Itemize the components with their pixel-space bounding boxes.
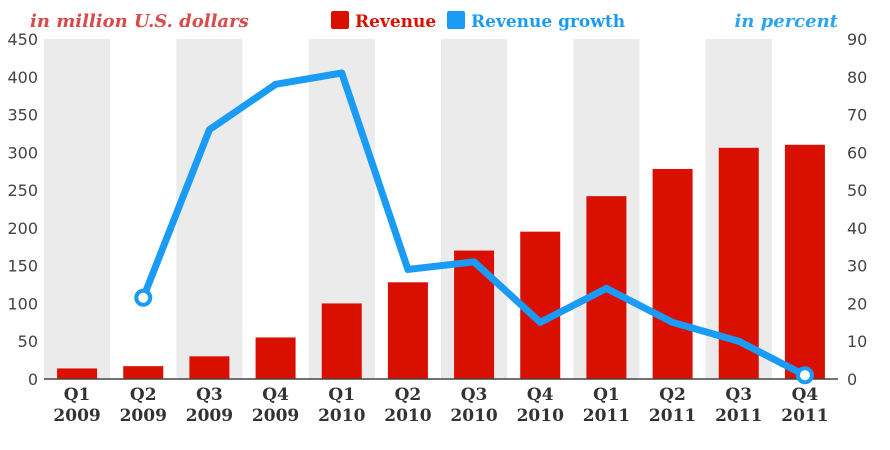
x-axis-tick-quarter: Q3 bbox=[725, 385, 752, 405]
left-axis-tick: 100 bbox=[7, 294, 38, 313]
revenue-bars bbox=[57, 144, 825, 379]
x-axis-tick-quarter: Q2 bbox=[395, 385, 422, 405]
x-axis-tick-year: 2011 bbox=[715, 406, 762, 426]
growth-point bbox=[602, 284, 610, 292]
right-axis-tick: 80 bbox=[847, 68, 867, 87]
left-axis-tick: 450 bbox=[7, 30, 38, 49]
x-axis-tick-year: 2011 bbox=[781, 406, 828, 426]
x-axis-tick-year: 2009 bbox=[252, 406, 299, 426]
growth-point bbox=[669, 318, 677, 326]
left-axis-tick: 300 bbox=[7, 143, 38, 162]
x-axis-tick-quarter: Q3 bbox=[196, 385, 223, 405]
legend-growth-swatch bbox=[447, 11, 465, 29]
x-axis-tick-year: 2009 bbox=[186, 406, 233, 426]
growth-point bbox=[404, 265, 412, 273]
x-axis-tick-year: 2010 bbox=[318, 406, 365, 426]
x-axis-tick-quarter: Q3 bbox=[461, 385, 488, 405]
x-axis-tick-year: 2010 bbox=[384, 406, 431, 426]
revenue-bar bbox=[57, 368, 98, 379]
x-axis-tick-quarter: Q2 bbox=[659, 385, 686, 405]
revenue-bar bbox=[255, 337, 296, 379]
left-axis-tick: 250 bbox=[7, 181, 38, 200]
revenue-bar bbox=[123, 366, 164, 379]
right-axis-tick: 10 bbox=[847, 332, 867, 351]
right-axis-tick: 70 bbox=[847, 106, 867, 125]
left-axis-tick: 150 bbox=[7, 257, 38, 276]
revenue-bar bbox=[189, 356, 230, 379]
growth-point bbox=[735, 337, 743, 345]
legend: Revenue Revenue growth bbox=[331, 11, 625, 32]
revenue-bar bbox=[652, 168, 693, 379]
growth-line bbox=[134, 69, 814, 385]
right-axis-tick: 90 bbox=[847, 30, 867, 49]
growth-point bbox=[338, 69, 346, 77]
x-axis-tick-quarter: Q1 bbox=[328, 385, 355, 405]
revenue-bar bbox=[784, 144, 825, 379]
revenue-bar bbox=[387, 282, 428, 379]
right-axis-tick: 30 bbox=[847, 257, 867, 276]
right-axis-tick: 50 bbox=[847, 181, 867, 200]
left-axis-tick: 350 bbox=[7, 106, 38, 125]
left-axis-tick: 400 bbox=[7, 68, 38, 87]
x-axis-tick-year: 2009 bbox=[53, 406, 100, 426]
legend-revenue-swatch bbox=[331, 11, 349, 29]
x-axis-tick-year: 2011 bbox=[583, 406, 630, 426]
left-axis-ticks: 0 50 100 150 200 250 300 350 400 450 bbox=[7, 30, 38, 389]
x-axis-tick-year: 2010 bbox=[450, 406, 497, 426]
growth-point bbox=[470, 258, 478, 266]
right-axis-tick: 0 bbox=[847, 370, 857, 389]
x-axis-tick-year: 2009 bbox=[120, 406, 167, 426]
background-band bbox=[44, 39, 111, 379]
right-axis-tick: 20 bbox=[847, 294, 867, 313]
left-axis-tick: 200 bbox=[7, 219, 38, 238]
x-axis-tick-quarter: Q4 bbox=[792, 385, 819, 405]
x-axis-tick-quarter: Q4 bbox=[262, 385, 289, 405]
right-axis-label: in percent bbox=[734, 11, 838, 32]
left-axis-label: in million U.S. dollars bbox=[30, 11, 249, 32]
left-axis-tick: 0 bbox=[28, 370, 38, 389]
x-axis-tick-quarter: Q1 bbox=[593, 385, 620, 405]
right-axis-tick: 60 bbox=[847, 143, 867, 162]
x-axis-tick-year: 2011 bbox=[649, 406, 696, 426]
right-axis-tick: 40 bbox=[847, 219, 867, 238]
x-axis-ticks: Q12009Q22009Q32009Q42009Q12010Q22010Q320… bbox=[53, 385, 828, 426]
legend-growth-label: Revenue growth bbox=[471, 12, 625, 32]
revenue-bar bbox=[520, 231, 561, 379]
growth-point bbox=[536, 318, 544, 326]
right-axis-ticks: 0 10 20 30 40 50 60 70 80 90 bbox=[847, 30, 867, 389]
x-axis-tick-year: 2010 bbox=[517, 406, 564, 426]
growth-point bbox=[272, 80, 280, 88]
growth-point bbox=[205, 126, 213, 134]
left-axis-tick: 50 bbox=[18, 332, 38, 351]
x-axis-tick-quarter: Q1 bbox=[64, 385, 91, 405]
revenue-bar bbox=[321, 303, 362, 379]
x-axis-tick-quarter: Q4 bbox=[527, 385, 554, 405]
growth-point bbox=[134, 288, 153, 307]
growth-point bbox=[795, 366, 814, 385]
revenue-bar bbox=[454, 250, 495, 379]
background-band bbox=[176, 39, 243, 379]
x-axis-tick-quarter: Q2 bbox=[130, 385, 157, 405]
legend-revenue-label: Revenue bbox=[355, 12, 436, 32]
